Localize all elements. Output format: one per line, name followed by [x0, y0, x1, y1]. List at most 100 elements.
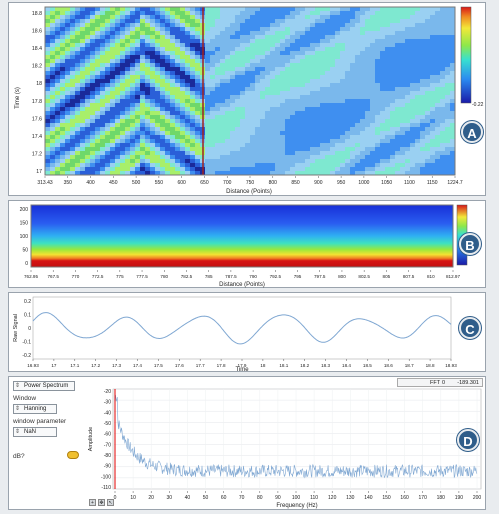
- x-tick-label: 782.5: [181, 274, 193, 279]
- x-tick-label: 17.8: [217, 363, 226, 368]
- window-parameter-input[interactable]: ⇕ NaN: [13, 427, 57, 437]
- x-tick-label: 70: [239, 495, 245, 501]
- x-tick-label: 800: [338, 274, 346, 279]
- y-tick-label: 18.4: [32, 46, 42, 52]
- y-tick-label: 0.2: [24, 299, 31, 305]
- x-tick-label: 140: [364, 495, 373, 501]
- y-tick-label: 18.2: [32, 64, 42, 70]
- y-tick-label: 18.8: [32, 11, 42, 17]
- intensity-heatmap: [31, 205, 453, 267]
- x-tick-label: 17.9: [238, 363, 247, 368]
- raw-signal-panel: 0.2 0.1 0 -0.1 -0.2 16.93 17 17.1 17.2 17.3 17.4 1…: [8, 292, 487, 373]
- x-tick-label: 18.93: [445, 363, 457, 368]
- x-tick-label: 600: [177, 180, 186, 186]
- dropdown-arrow-icon: ⇕: [15, 406, 21, 412]
- y-tick-label: 17.6: [32, 116, 42, 122]
- x-tick-label: 20: [148, 495, 154, 501]
- x-tick-label: 810: [427, 274, 435, 279]
- x-tick-label: 0: [114, 495, 117, 501]
- y-tick-label: 0.1: [24, 313, 31, 319]
- y-tick-label: 100: [20, 234, 29, 240]
- y-tick-label: 17.8: [32, 99, 42, 105]
- colorbar-min-label: -0.22: [472, 102, 484, 108]
- x-tick-label: 805: [383, 274, 391, 279]
- x-tick-label: 40: [185, 495, 191, 501]
- x-tick-label: 450: [109, 180, 118, 186]
- x-tick-label: 772.5: [92, 274, 104, 279]
- y-tick-label: -80: [104, 453, 111, 459]
- x-tick-label: 797.5: [314, 274, 326, 279]
- x-tick-label: 18.1: [279, 363, 288, 368]
- y-tick-label: 0: [28, 326, 31, 332]
- intensity-panel: 200 150 100 50 0 762.95 767.5 770 772.5 775 777.5…: [8, 200, 486, 288]
- x-tick-label: 1000: [358, 180, 369, 186]
- x-tick-label: 170: [419, 495, 428, 501]
- y-tick-label: -110: [101, 485, 111, 491]
- x-tick-label: 17.6: [175, 363, 184, 368]
- x-tick-label: 762.95: [24, 274, 38, 279]
- intensity-plot[interactable]: 200 150 100 50 0 762.95 767.5 770 772.5 775 777.5…: [9, 201, 487, 289]
- x-tick-label: 785: [205, 274, 213, 279]
- x-tick-label: 17.5: [154, 363, 163, 368]
- y-tick-label: 18.6: [32, 29, 42, 35]
- x-tick-label: 700: [223, 180, 232, 186]
- x-axis-label: Distance (Points): [219, 282, 265, 288]
- x-tick-label: 802.5: [358, 274, 370, 279]
- x-tick-label: 750: [246, 180, 255, 186]
- x-tick-label: 787.5: [225, 274, 237, 279]
- y-axis-label: Raw Signal: [13, 314, 19, 342]
- y-tick-label: 17.4: [32, 134, 42, 140]
- y-tick-label: 50: [22, 248, 28, 254]
- y-tick-label: 150: [20, 221, 29, 227]
- x-tick-label: 18.8: [426, 363, 435, 368]
- mode-select[interactable]: ⇕ Power Spectrum: [13, 381, 75, 391]
- zoom-icon[interactable]: +: [89, 499, 96, 506]
- x-tick-label: 90: [275, 495, 281, 501]
- x-tick-label: 775: [116, 274, 124, 279]
- window-select[interactable]: ⇕ Hanning: [13, 404, 57, 414]
- y-tick-label: -0.1: [22, 340, 31, 346]
- spectrum-plot[interactable]: -20 -30 -40 -50 -60 -70 -80 -90 -100 -110 0 10 20 30…: [85, 383, 485, 509]
- x-tick-label: 18.5: [363, 363, 372, 368]
- x-tick-label: 790: [249, 274, 257, 279]
- badge-a: A: [461, 121, 483, 143]
- x-tick-label: 950: [337, 180, 346, 186]
- y-axis-label: Time (s): [15, 87, 21, 109]
- db-toggle-icon[interactable]: [67, 451, 79, 459]
- y-tick-label: -50: [104, 421, 111, 427]
- colorbar: [460, 6, 472, 104]
- badge-b: B: [459, 233, 481, 255]
- x-tick-label: 1100: [404, 180, 415, 186]
- x-axis-label: Time: [235, 367, 249, 373]
- x-tick-label: 190: [455, 495, 464, 501]
- x-tick-label: 500: [132, 180, 141, 186]
- x-tick-label: 30: [167, 495, 173, 501]
- x-tick-label: 17.1: [70, 363, 79, 368]
- raw-signal-plot[interactable]: 0.2 0.1 0 -0.1 -0.2 16.93 17 17.1 17.2 17.3 17.4 1…: [9, 293, 487, 373]
- y-tick-label: -40: [104, 410, 111, 416]
- x-axis-label: Frequency (Hz): [276, 503, 317, 509]
- x-tick-label: 400: [86, 180, 95, 186]
- x-tick-label: 313.43: [37, 180, 53, 186]
- x-tick-label: 900: [314, 180, 323, 186]
- pan-icon[interactable]: ✥: [98, 499, 105, 506]
- x-tick-label: 110: [310, 495, 318, 501]
- y-tick-label: -0.2: [22, 353, 31, 359]
- spectrum-trace: [114, 394, 478, 479]
- x-tick-label: 17.2: [91, 363, 100, 368]
- x-tick-label: 18.7: [405, 363, 414, 368]
- x-tick-label: 180: [437, 495, 446, 501]
- x-tick-label: 18: [260, 363, 266, 368]
- x-tick-label: 17.3: [112, 363, 121, 368]
- raw-signal-trace: [32, 312, 452, 345]
- waterfall-plot[interactable]: 18.8 18.6 18.4 18.2 18 17.8 17.6 17.4 17.2 17 313…: [9, 3, 487, 197]
- y-axis-label: Amplitude: [88, 427, 94, 451]
- cursor-icon[interactable]: ↖: [107, 499, 114, 506]
- x-tick-label: 850: [291, 180, 300, 186]
- x-tick-label: 150: [382, 495, 391, 501]
- x-tick-label: 17: [51, 363, 57, 368]
- x-tick-label: 160: [400, 495, 409, 501]
- x-tick-label: 350: [64, 180, 73, 186]
- x-tick-label: 18.4: [342, 363, 351, 368]
- x-tick-label: 1050: [381, 180, 392, 186]
